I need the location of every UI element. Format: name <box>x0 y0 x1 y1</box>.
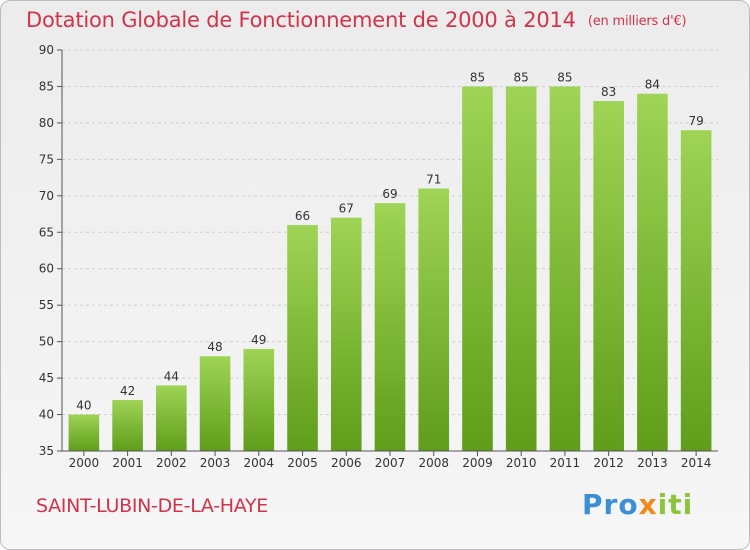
bar-value-label: 48 <box>207 340 222 354</box>
bar <box>374 203 406 451</box>
y-tick-label: 45 <box>39 371 54 385</box>
bar-value-label: 84 <box>645 78 660 92</box>
bar-value-label: 85 <box>470 70 485 84</box>
bar-value-label: 69 <box>382 187 397 201</box>
bar <box>505 86 537 452</box>
x-tick-label: 2010 <box>506 456 537 470</box>
bar-value-label: 83 <box>601 85 616 99</box>
x-tick-label: 2011 <box>550 456 581 470</box>
y-tick-label: 65 <box>39 225 54 239</box>
chart-title: Dotation Globale de Fonctionnement de 20… <box>26 8 687 32</box>
chart-subtitle: (en milliers d'€) <box>587 14 687 29</box>
brand-logo: Proxiti <box>582 488 694 521</box>
y-tick-label: 40 <box>39 408 54 422</box>
x-tick-label: 2003 <box>200 456 231 470</box>
x-tick-label: 2000 <box>69 456 100 470</box>
bar-value-label: 67 <box>339 202 354 216</box>
chart-title-text: Dotation Globale de Fonctionnement de 20… <box>26 8 576 32</box>
x-tick-label: 2004 <box>244 456 275 470</box>
bars: 40 42 44 48 49 66 67 69 71 85 85 85 83 84 79 <box>68 70 712 452</box>
y-tick-label: 70 <box>39 189 54 203</box>
bar <box>243 348 275 451</box>
x-tick-label: 2007 <box>375 456 406 470</box>
bar-value-label: 49 <box>251 333 266 347</box>
bar <box>68 414 100 451</box>
x-tick-label: 2001 <box>112 456 143 470</box>
bar-value-label: 79 <box>688 114 703 128</box>
bar <box>637 93 668 451</box>
y-tick-label: 90 <box>39 43 54 57</box>
axes: 35 40 45 50 55 60 65 70 75 80 85 90 2000 2001 2002 2003… <box>39 43 718 470</box>
bar-value-label: 44 <box>164 369 179 383</box>
bar-value-label: 71 <box>426 173 441 187</box>
bar-value-label: 66 <box>295 209 310 223</box>
x-tick-label: 2013 <box>637 456 668 470</box>
x-tick-label: 2008 <box>418 456 449 470</box>
bar <box>199 356 231 451</box>
bar <box>418 188 450 451</box>
bar <box>287 224 318 451</box>
commune-name: SAINT-LUBIN-DE-LA-HAYE <box>36 495 268 517</box>
bar <box>112 399 143 451</box>
bar-value-label: 40 <box>76 399 91 413</box>
x-tick-label: 2005 <box>287 456 318 470</box>
bar-value-label: 85 <box>557 70 572 84</box>
bar <box>593 101 624 451</box>
bar <box>330 217 362 451</box>
y-tick-label: 75 <box>39 152 54 166</box>
x-tick-label: 2009 <box>462 456 493 470</box>
x-tick-label: 2006 <box>331 456 362 470</box>
y-tick-label: 55 <box>39 298 54 312</box>
bar-value-label: 42 <box>120 384 135 398</box>
y-tick-label: 50 <box>39 335 54 349</box>
x-tick-label: 2002 <box>156 456 187 470</box>
bar <box>549 86 581 452</box>
y-tick-label: 80 <box>39 116 54 130</box>
y-tick-label: 35 <box>39 444 54 458</box>
bar <box>462 86 493 452</box>
y-tick-label: 60 <box>39 262 54 276</box>
bar <box>156 385 187 451</box>
y-tick-label: 85 <box>39 79 54 93</box>
bar-value-label: 85 <box>514 70 529 84</box>
x-tick-label: 2014 <box>681 456 712 470</box>
x-tick-label: 2012 <box>593 456 624 470</box>
bar <box>680 130 712 451</box>
